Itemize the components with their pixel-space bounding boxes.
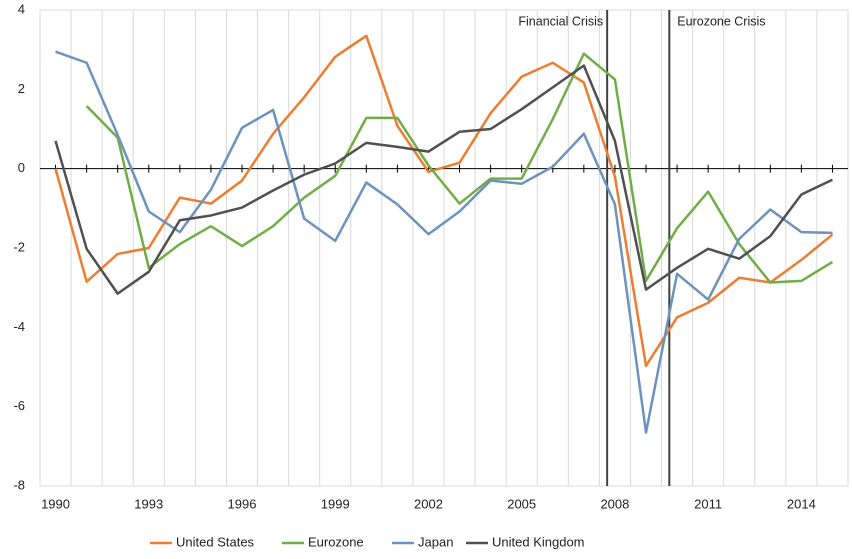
plot-frame bbox=[39, 9, 849, 487]
event-label: Financial Crisis bbox=[518, 14, 603, 28]
x-tick-label: 1990 bbox=[41, 496, 70, 511]
legend-label: Japan bbox=[418, 534, 453, 549]
x-tick-label: 2005 bbox=[507, 496, 536, 511]
x-tick-label: 2008 bbox=[600, 496, 629, 511]
y-tick-label: 4 bbox=[18, 1, 25, 16]
y-tick-label: -8 bbox=[13, 477, 25, 492]
y-tick-label: -6 bbox=[13, 398, 25, 413]
x-tick-label: 2011 bbox=[694, 496, 722, 511]
x-tick-label: 1996 bbox=[228, 496, 257, 511]
x-tick-label: 1999 bbox=[321, 496, 350, 511]
y-tick-label: -4 bbox=[13, 319, 25, 334]
y-tick-label: 0 bbox=[18, 160, 25, 175]
series-line bbox=[54, 34, 834, 368]
x-tick-label: 1993 bbox=[134, 496, 163, 511]
legend-label: United States bbox=[176, 534, 255, 549]
legend-label: United Kingdom bbox=[492, 534, 585, 549]
y-tick-label: -2 bbox=[13, 239, 25, 254]
x-tick-label: 2014 bbox=[787, 496, 816, 511]
series-line bbox=[55, 50, 833, 434]
series-line bbox=[85, 52, 834, 284]
legend-label: Eurozone bbox=[308, 534, 364, 549]
series-line bbox=[54, 64, 833, 295]
x-tick-label: 2002 bbox=[414, 496, 443, 511]
y-tick-label: 2 bbox=[18, 81, 25, 96]
event-label: Eurozone Crisis bbox=[677, 14, 765, 28]
